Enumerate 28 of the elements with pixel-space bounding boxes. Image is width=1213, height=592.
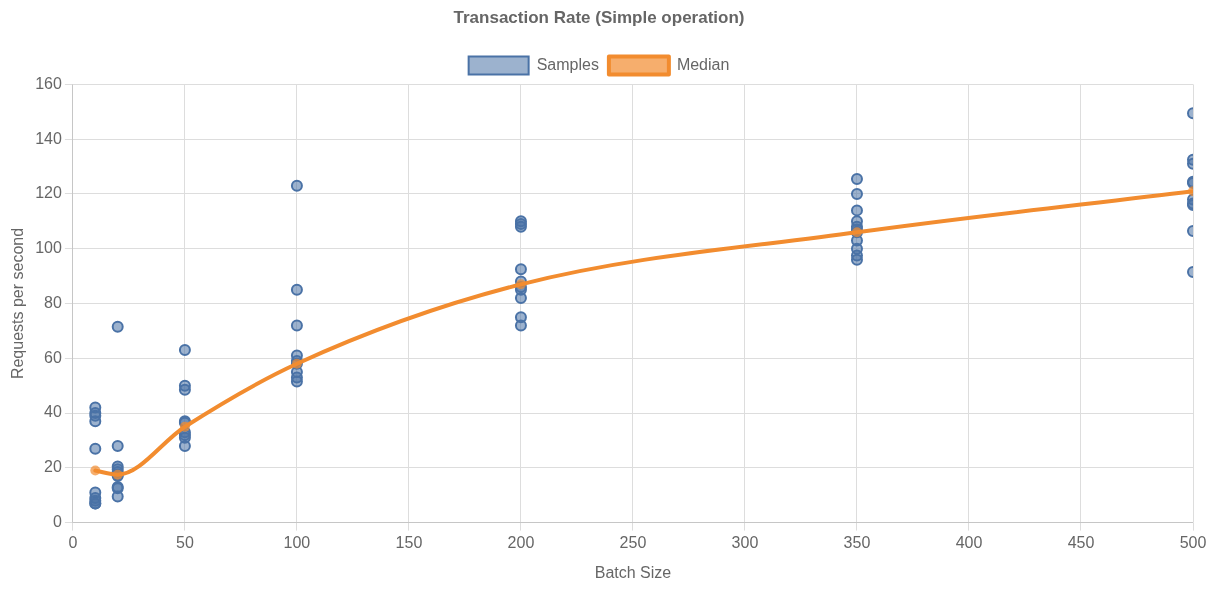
x-tick-label: 300 bbox=[731, 533, 759, 551]
x-tick-label: 350 bbox=[843, 533, 871, 551]
y-tick-label: 160 bbox=[35, 74, 62, 92]
x-tick-label: 450 bbox=[1067, 533, 1095, 551]
y-tick-label: 0 bbox=[52, 513, 62, 531]
y-tick-label: 80 bbox=[44, 293, 62, 311]
x-tick-label: 100 bbox=[283, 533, 311, 551]
y-tick-label: 100 bbox=[35, 239, 62, 257]
y-tick-label: 40 bbox=[44, 403, 62, 421]
x-tick-label: 150 bbox=[395, 533, 423, 551]
point bbox=[515, 279, 526, 290]
y-tick-label: 140 bbox=[35, 129, 62, 147]
point bbox=[90, 465, 101, 476]
chart-title: Transaction Rate (Simple operation) bbox=[453, 7, 745, 27]
x-tick-label: 250 bbox=[619, 533, 647, 551]
x-tick-label: 400 bbox=[955, 533, 983, 551]
point bbox=[179, 421, 190, 432]
legend-label: Median bbox=[676, 55, 730, 73]
y-tick-label: 120 bbox=[35, 184, 62, 202]
x-tick-label: 50 bbox=[176, 533, 194, 551]
y-axis-title: Requests per second bbox=[9, 227, 27, 380]
x-tick-label: 500 bbox=[1179, 533, 1207, 551]
y-tick-label: 20 bbox=[44, 458, 62, 476]
x-axis-title: Batch Size bbox=[594, 563, 672, 581]
x-tick-label: 200 bbox=[507, 533, 535, 551]
y-tick-label: 60 bbox=[44, 348, 62, 366]
x-tick-label: 0 bbox=[68, 533, 78, 551]
legend-label: Samples bbox=[536, 55, 599, 73]
